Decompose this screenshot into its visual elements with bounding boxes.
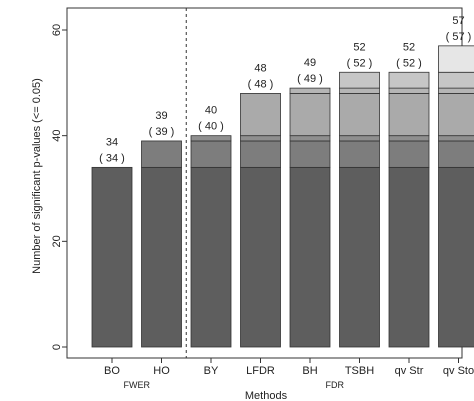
bar-segment	[141, 166, 182, 348]
bar-segment	[388, 140, 430, 168]
bar-segment	[289, 135, 331, 142]
bar-paren-label: ( 39 )	[149, 126, 175, 138]
bar-segment	[438, 140, 474, 168]
bar-paren-label: ( 52 )	[396, 57, 422, 69]
bar-total-label: 57	[452, 15, 464, 27]
x-axis: BO HO BY LFDR BH TSBH qv Str qv Sto FWER FDR	[104, 358, 474, 390]
bar-segment	[91, 166, 133, 348]
bar-segment	[339, 166, 380, 348]
bar-segment	[339, 87, 380, 94]
bar-total-label: 52	[353, 41, 365, 53]
bar-bh	[289, 87, 331, 348]
bar-paren-label: ( 48 )	[248, 78, 274, 90]
bar-segment	[388, 135, 430, 142]
bar-tsbh	[339, 71, 380, 348]
bar-segment	[388, 71, 430, 89]
bar-total-label: 40	[205, 105, 217, 117]
bar-segment	[339, 71, 380, 89]
bar-segment	[438, 135, 474, 142]
bar-total-label: 34	[106, 136, 118, 148]
bar-paren-label: ( 57 )	[446, 31, 472, 43]
x-axis-title: Methods	[245, 390, 288, 401]
y-axis: 0 20 40 60	[51, 24, 67, 350]
y-tick-label: 20	[51, 235, 63, 247]
bar-segment	[240, 140, 281, 168]
bar-qv-sto	[438, 45, 474, 348]
bar-segment	[438, 166, 474, 348]
bar-segment	[339, 93, 380, 137]
bar-segment	[289, 93, 331, 137]
bar-segment	[438, 71, 474, 89]
bar-segment	[388, 93, 430, 137]
x-tick-label: TSBH	[345, 365, 374, 377]
y-tick-label: 40	[51, 130, 63, 142]
bar-segment	[339, 140, 380, 168]
x-tick-label: HO	[153, 365, 170, 377]
bar-segment	[339, 135, 380, 142]
x-tick-label: BY	[204, 365, 219, 377]
bar-by	[190, 135, 232, 348]
bar-segment	[190, 140, 232, 168]
bar-ho	[141, 140, 182, 348]
bar-segment	[388, 87, 430, 94]
group-label-fwer: FWER	[124, 380, 151, 390]
bar-total-label: 52	[403, 41, 415, 53]
bar-segment	[438, 45, 474, 73]
bar-segment	[289, 140, 331, 168]
bar-segment	[240, 135, 281, 142]
bar-segment	[289, 87, 331, 94]
x-tick-label: LFDR	[246, 365, 275, 377]
bar-segment	[240, 93, 281, 137]
y-tick-label: 60	[51, 24, 63, 36]
y-axis-title: Number of significant p-values (<= 0.05)	[31, 78, 43, 274]
bar-segment	[438, 93, 474, 137]
bar-labels: 34 ( 34 ) 39 ( 39 ) 40 ( 40 ) 48 ( 48 ) 49 ( 49 )…	[99, 15, 471, 165]
y-tick-label: 0	[51, 344, 63, 350]
group-label-fdr: FDR	[326, 380, 345, 390]
bar-segment	[438, 87, 474, 94]
x-tick-label: qv Sto	[443, 365, 474, 377]
bar-lfdr	[240, 93, 281, 348]
bar-segment	[240, 166, 281, 348]
bars	[91, 8, 474, 358]
bar-segment	[388, 166, 430, 348]
bar-segment	[190, 166, 232, 348]
bar-paren-label: ( 52 )	[347, 57, 373, 69]
bar-qv-str	[388, 71, 430, 348]
x-tick-label: BH	[302, 365, 317, 377]
bar-paren-label: ( 40 )	[198, 121, 224, 133]
bar-bo	[91, 166, 133, 348]
x-tick-label: BO	[104, 365, 120, 377]
bar-total-label: 48	[254, 62, 266, 74]
bar-segment	[190, 135, 232, 142]
bar-paren-label: ( 34 )	[99, 152, 125, 164]
bar-segment	[141, 140, 182, 168]
x-tick-label: qv Str	[395, 365, 424, 377]
bar-paren-label: ( 49 )	[297, 73, 323, 85]
bar-total-label: 49	[304, 57, 316, 69]
bar-segment	[289, 166, 331, 348]
bar-total-label: 39	[155, 110, 167, 122]
